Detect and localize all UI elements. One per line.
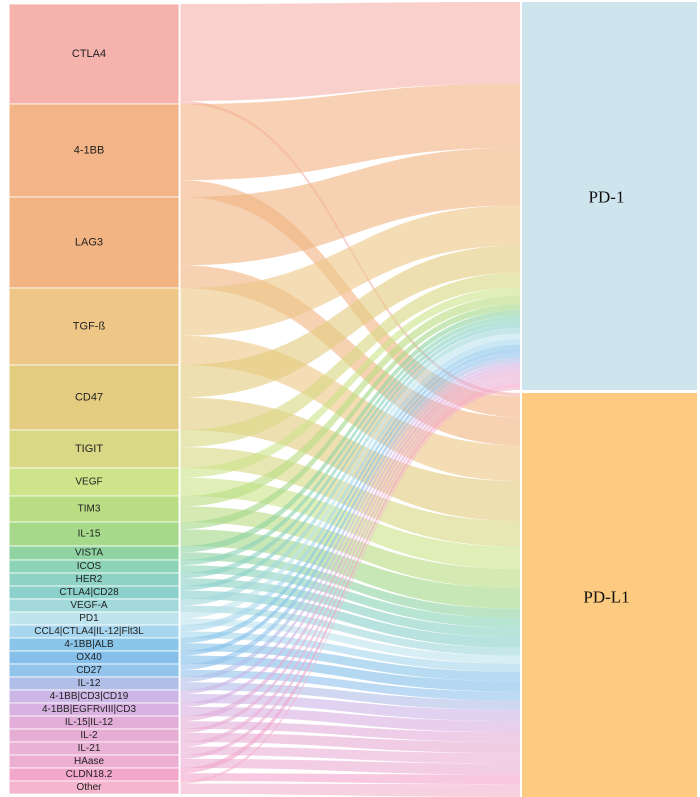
source-label-tgf: TGF-ß (73, 321, 106, 333)
flow-her2-to-pd-l1 (180, 578, 520, 638)
target-nodes (522, 2, 697, 797)
flow-4-1bb-alb-to-pd-1 (180, 344, 520, 644)
flow-il-2-to-pd-1 (180, 373, 520, 733)
source-label-cd47: CD47 (75, 392, 103, 404)
flow-il-15-il-12-to-pd-1 (180, 368, 520, 722)
source-label-cldn18-2: CLDN18.2 (66, 769, 113, 780)
target-label-pd-1: PD-1 (589, 188, 625, 207)
flow-ctla4-cd28-to-pd-1 (180, 324, 520, 591)
target-label-pd-l1: PD-L1 (583, 588, 629, 607)
flow-ccl4-ctla4-il-12-flt3l-to-pd-l1 (180, 631, 520, 672)
source-label-vista: VISTA (75, 548, 103, 559)
target-node-pd-l1 (522, 393, 697, 797)
source-node-tgf (8, 287, 180, 366)
source-label-ccl4-ctla4-il-12-flt3l: CCL4|CTLA4|IL-12|Flt3L (34, 626, 144, 637)
flow-il-21-to-pd-l1 (180, 746, 520, 764)
flow-il-12-to-pd-l1 (180, 682, 520, 711)
source-label-4-1bb: 4-1BB (74, 145, 105, 157)
target-labels: PD-1 PD-L1 (583, 188, 629, 607)
flow-lag3-to-pd-1 (180, 147, 520, 266)
flow-pd1-to-pd-1 (180, 333, 520, 619)
flow-haase-to-pd-l1 (180, 758, 520, 775)
source-label-other: Other (76, 782, 102, 793)
source-node-4-1bb (8, 103, 180, 198)
flow-icos-to-pd-l1 (180, 565, 520, 628)
flow-ccl4-ctla4-il-12-flt3l-to-pd-1 (180, 339, 520, 632)
source-label-her2: HER2 (76, 574, 103, 585)
source-node-tigit (8, 429, 180, 469)
flow-vegf-a-to-pd-1 (180, 328, 520, 606)
flow-ox40-to-pd-l1 (180, 655, 520, 692)
flow-vegf-a-to-pd-l1 (180, 605, 520, 656)
source-label-cd27: CD27 (76, 665, 102, 676)
flow-other-to-pd-l1 (180, 783, 520, 797)
source-label-haase: HAase (74, 756, 104, 767)
flow-4-1bb-egfrviii-cd3-to-pd-1 (180, 365, 520, 707)
source-node-lag3 (8, 196, 180, 289)
source-labels: CTLA4 4-1BB LAG3 TGF-ß CD47 TIGIT VEGF TIM3 IL-1… (34, 48, 144, 793)
source-label-icos: ICOS (77, 561, 102, 572)
flow-her2-to-pd-1 (180, 319, 520, 579)
source-label-4-1bb-egfrviii-cd3: 4-1BB|EGFRvIII|CD3 (42, 704, 137, 715)
flow-4-1bb-to-pd-l1 (180, 180, 520, 418)
flow-icos-to-pd-1 (180, 315, 520, 566)
flow-il-15-il-12-to-pd-l1 (180, 721, 520, 742)
flow-cldn18-2-to-pd-l1 (180, 773, 520, 785)
flow-4-1bb-alb-to-pd-l1 (180, 643, 520, 682)
flow-tigit-to-pd-1 (180, 272, 520, 448)
flow-tigit-to-pd-l1 (180, 447, 520, 547)
flow-il-2-to-pd-l1 (180, 732, 520, 754)
flow-cldn18-2-to-pd-1 (180, 383, 520, 774)
flow-tgf-to-pd-1 (180, 205, 520, 336)
source-label-pd1: PD1 (79, 613, 99, 624)
column-dividers (8, 0, 181, 797)
flow-cd27-to-pd-l1 (180, 669, 520, 701)
source-label-4-1bb-alb: 4-1BB|ALB (64, 639, 114, 650)
source-nodes (8, 3, 180, 795)
target-node-pd-1 (522, 2, 697, 390)
source-label-lag3: LAG3 (75, 237, 103, 249)
flow-vegf-to-pd-1 (180, 287, 520, 478)
source-label-il-2: IL-2 (80, 730, 98, 741)
source-label-4-1bb-cd3-cd19: 4-1BB|CD3|CD19 (50, 691, 129, 702)
source-label-ctla4: CTLA4 (72, 48, 106, 60)
flow-other-to-pd-1 (180, 387, 520, 784)
flow-ctla4-cd28-to-pd-l1 (180, 590, 520, 648)
flow-il-15-to-pd-1 (180, 304, 520, 530)
source-label-tigit: TIGIT (75, 443, 103, 455)
source-label-ctla4-cd28: CTLA4|CD28 (59, 587, 119, 598)
flow-4-1bb-egfrviii-cd3-to-pd-l1 (180, 706, 520, 733)
flow-tim3-to-pd-1 (180, 295, 520, 507)
source-label-vegf: VEGF (75, 477, 102, 488)
flow-4-1bb-to-pd-1 (180, 83, 520, 181)
flow-ctla4-to-pd-1 (180, 2, 520, 101)
flow-ox40-to-pd-1 (180, 348, 520, 656)
source-node-cd47 (8, 364, 180, 431)
flow-haase-to-pd-1 (180, 380, 520, 759)
source-label-vegf-a: VEGF-A (70, 600, 108, 611)
flow-cd47-to-pd-1 (180, 245, 520, 398)
flow-il-12-to-pd-1 (180, 357, 520, 683)
source-label-tim3: TIM3 (78, 504, 101, 515)
source-label-ox40: OX40 (76, 652, 102, 663)
source-label-il-21: IL-21 (78, 743, 101, 754)
flow-il-21-to-pd-1 (180, 376, 520, 747)
flow-4-1bb-cd3-cd19-to-pd-l1 (180, 693, 520, 722)
flow-vista-to-pd-1 (180, 310, 520, 553)
sankey-flows (180, 2, 520, 797)
source-label-il-15-il-12: IL-15|IL-12 (65, 717, 114, 728)
source-label-il-15: IL-15 (78, 529, 101, 540)
flow-4-1bb-cd3-cd19-to-pd-1 (180, 362, 520, 694)
source-label-il-12: IL-12 (78, 678, 101, 689)
flow-pd1-to-pd-l1 (180, 618, 520, 664)
flow-cd27-to-pd-1 (180, 352, 520, 670)
